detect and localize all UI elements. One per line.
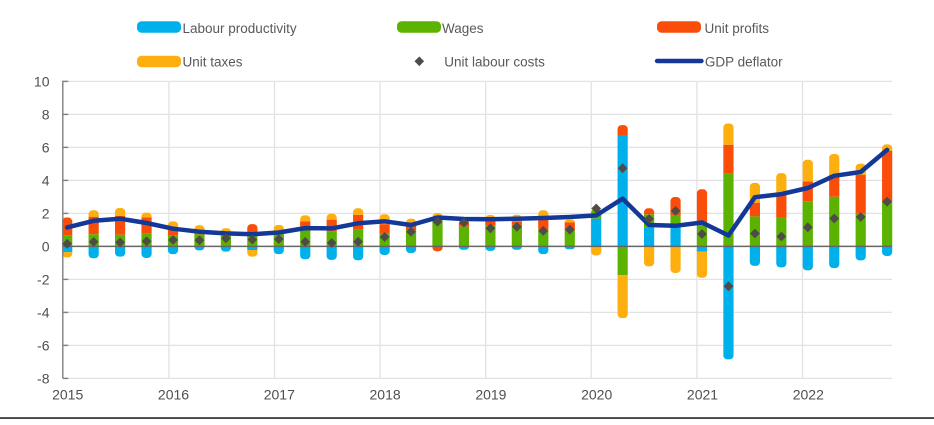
svg-text:-4: -4 (37, 304, 50, 320)
svg-text:GDP deflator: GDP deflator (705, 54, 783, 69)
svg-text:2020: 2020 (581, 387, 612, 403)
svg-text:2021: 2021 (687, 387, 718, 403)
svg-text:-6: -6 (37, 337, 50, 353)
svg-text:Wages: Wages (442, 21, 484, 36)
svg-text:-8: -8 (37, 370, 50, 386)
svg-text:Unit taxes: Unit taxes (183, 54, 243, 69)
svg-text:4: 4 (42, 172, 50, 188)
svg-text:10: 10 (34, 73, 50, 89)
svg-text:6: 6 (42, 139, 50, 155)
svg-text:2: 2 (42, 205, 50, 221)
svg-text:2015: 2015 (52, 387, 83, 403)
svg-text:Labour productivity: Labour productivity (183, 21, 297, 36)
svg-text:2016: 2016 (158, 387, 189, 403)
svg-text:-2: -2 (37, 271, 50, 287)
svg-text:Unit profits: Unit profits (705, 21, 770, 36)
svg-text:2022: 2022 (793, 387, 824, 403)
svg-text:Unit labour costs: Unit labour costs (444, 54, 545, 69)
svg-text:2019: 2019 (475, 387, 506, 403)
svg-text:8: 8 (42, 106, 50, 122)
svg-text:0: 0 (42, 238, 50, 254)
svg-text:2017: 2017 (264, 387, 295, 403)
svg-text:2018: 2018 (370, 387, 401, 403)
